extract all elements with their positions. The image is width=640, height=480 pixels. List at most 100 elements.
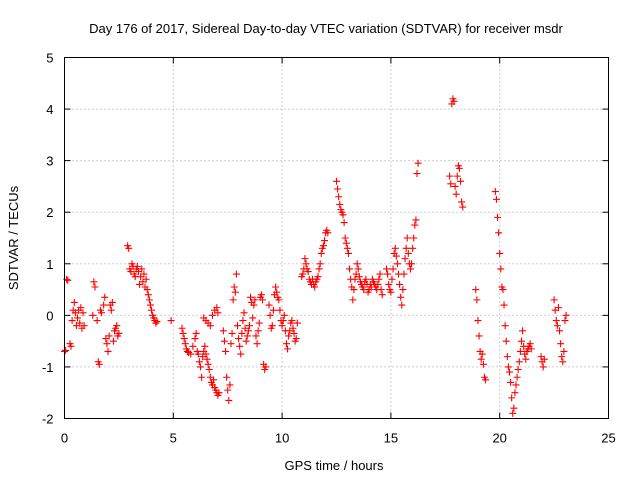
data-point xyxy=(226,381,234,389)
data-point xyxy=(278,322,286,330)
data-point xyxy=(62,346,70,354)
data-point xyxy=(220,337,228,345)
data-point xyxy=(398,301,406,309)
data-point xyxy=(560,347,568,355)
data-point xyxy=(494,213,502,221)
data-point xyxy=(451,182,459,190)
data-point xyxy=(100,301,108,309)
data-point xyxy=(140,270,148,278)
data-point xyxy=(526,340,534,348)
data-point xyxy=(502,337,510,345)
data-point xyxy=(516,347,524,355)
x-axis-label: GPS time / hours xyxy=(285,458,384,473)
data-point xyxy=(214,309,222,317)
y-tick-label: 5 xyxy=(46,51,53,66)
data-point xyxy=(115,329,123,337)
data-point xyxy=(556,327,564,335)
data-point xyxy=(412,216,420,224)
data-point xyxy=(292,335,300,343)
data-point xyxy=(103,340,111,348)
data-points xyxy=(61,95,570,417)
data-point xyxy=(559,358,567,366)
data-point xyxy=(389,265,397,273)
data-point xyxy=(238,329,246,337)
data-point xyxy=(552,317,560,325)
data-point xyxy=(333,177,340,185)
data-point xyxy=(505,368,513,376)
data-point xyxy=(198,373,206,381)
data-point xyxy=(519,327,527,335)
data-point xyxy=(219,327,227,335)
data-point xyxy=(558,353,566,361)
data-point xyxy=(194,350,202,358)
data-point xyxy=(240,309,248,317)
data-point xyxy=(452,190,460,198)
data-point xyxy=(515,358,523,366)
data-point xyxy=(282,340,290,348)
data-point xyxy=(74,314,82,322)
data-point xyxy=(302,260,310,268)
data-point xyxy=(393,260,401,268)
data-point xyxy=(401,255,409,263)
data-point xyxy=(109,337,117,345)
data-point xyxy=(350,286,358,294)
data-point xyxy=(413,170,421,178)
data-point xyxy=(557,340,565,348)
data-point xyxy=(230,283,238,291)
x-tick-label: 10 xyxy=(275,431,289,446)
data-point xyxy=(225,396,233,404)
data-point xyxy=(203,355,211,363)
data-point xyxy=(206,322,214,330)
data-point xyxy=(104,347,112,355)
data-point xyxy=(351,275,359,283)
data-point xyxy=(144,291,152,299)
data-point xyxy=(408,260,416,268)
data-point xyxy=(262,363,270,371)
data-point xyxy=(90,278,98,286)
data-point xyxy=(245,322,253,330)
data-point xyxy=(399,286,407,294)
data-point xyxy=(227,340,235,348)
data-point xyxy=(553,322,561,330)
data-point xyxy=(315,265,323,273)
data-point xyxy=(191,335,199,343)
data-point xyxy=(539,363,547,371)
y-tick-label: 3 xyxy=(46,154,53,169)
data-point xyxy=(388,275,396,283)
data-point xyxy=(125,244,133,252)
data-point xyxy=(259,296,267,304)
data-point xyxy=(77,304,85,312)
data-point xyxy=(181,340,189,348)
data-point xyxy=(334,185,342,193)
data-point xyxy=(403,234,411,242)
data-point xyxy=(299,270,307,278)
data-point xyxy=(138,265,146,273)
data-point xyxy=(197,363,204,371)
data-point xyxy=(233,322,241,330)
data-point xyxy=(527,345,535,353)
x-tick-label: 0 xyxy=(61,431,68,446)
grid xyxy=(64,57,609,419)
data-point xyxy=(561,317,569,325)
data-point xyxy=(349,296,357,304)
data-point xyxy=(414,159,422,167)
data-point xyxy=(409,244,417,252)
data-point xyxy=(472,286,480,294)
data-point xyxy=(254,327,262,335)
data-point xyxy=(213,304,221,312)
data-point xyxy=(205,366,213,374)
y-tick-label: 4 xyxy=(46,102,53,117)
data-point xyxy=(459,203,467,211)
data-point xyxy=(79,309,87,317)
data-point xyxy=(64,276,72,284)
data-point xyxy=(514,366,522,374)
data-point xyxy=(249,314,257,322)
data-point xyxy=(97,309,105,317)
data-point xyxy=(510,404,518,412)
data-point xyxy=(346,265,354,273)
data-point xyxy=(512,381,520,389)
data-point xyxy=(143,286,151,294)
data-point xyxy=(210,376,218,384)
data-point xyxy=(204,360,212,368)
